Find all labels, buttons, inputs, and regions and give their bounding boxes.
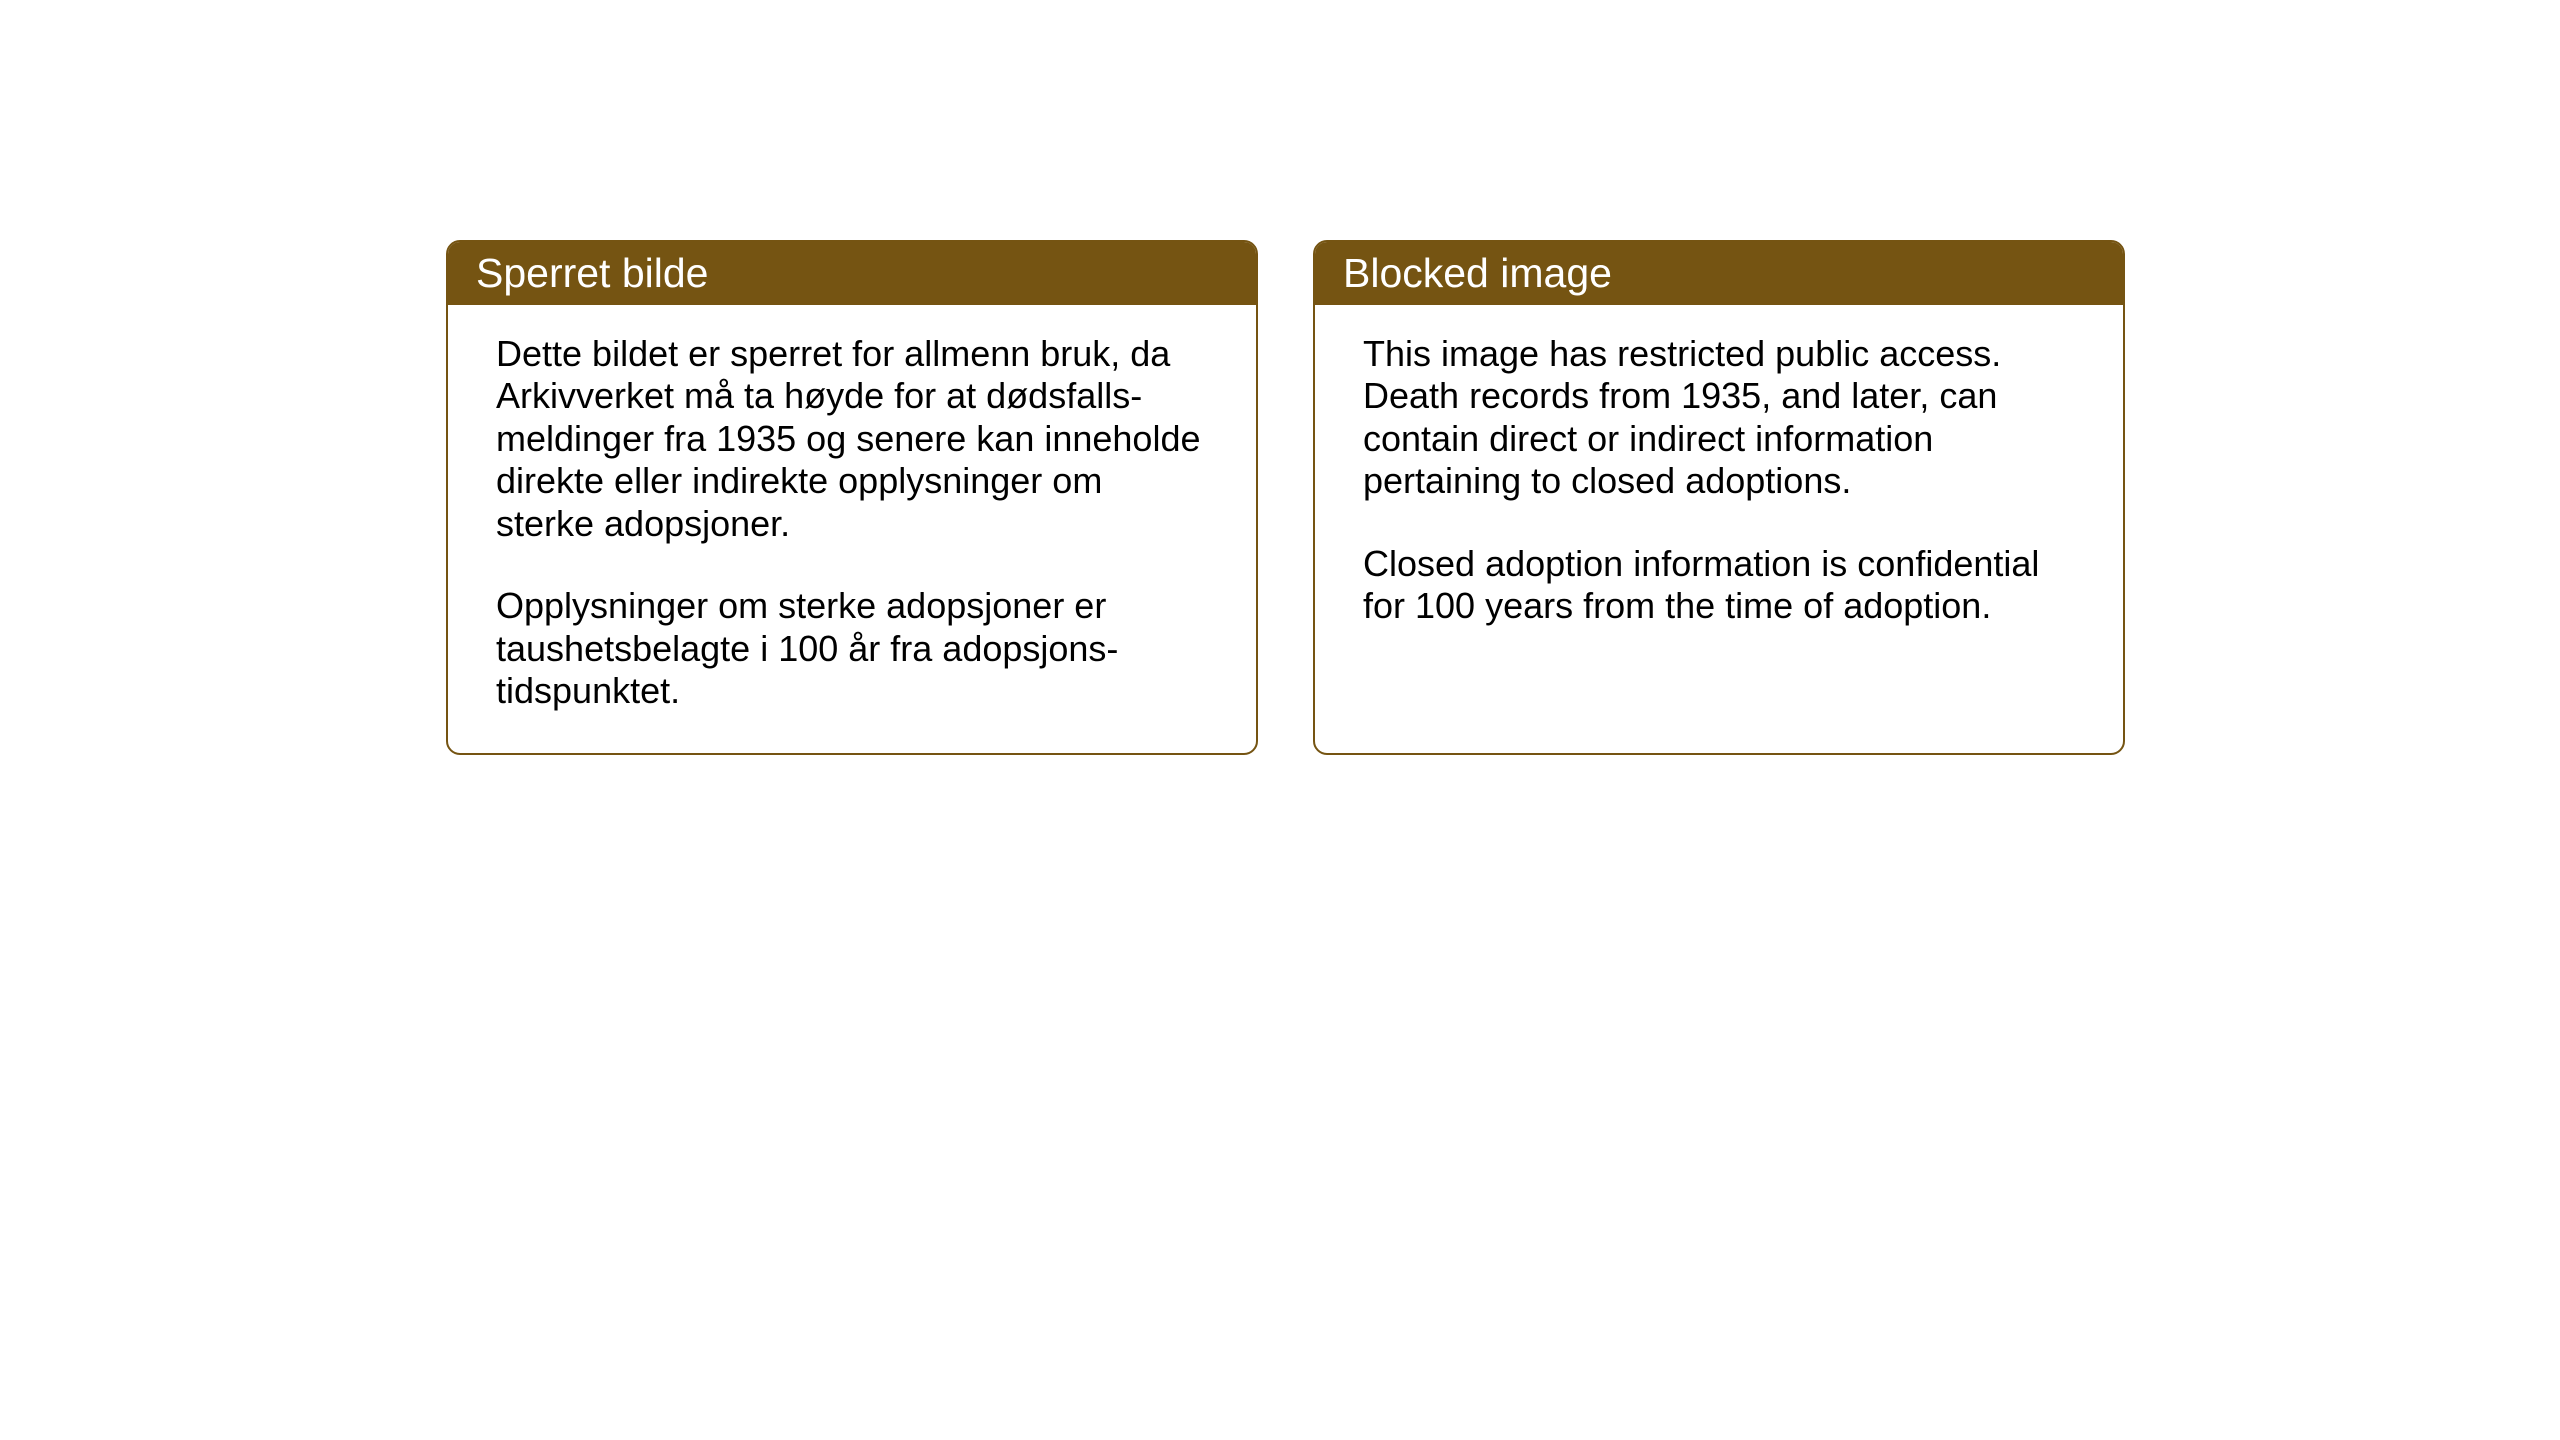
english-paragraph-2: Closed adoption information is confident… [1363, 543, 2075, 628]
english-card-title: Blocked image [1315, 242, 2123, 305]
norwegian-paragraph-2: Opplysninger om sterke adopsjoner er tau… [496, 585, 1208, 712]
notice-container: Sperret bilde Dette bildet er sperret fo… [446, 240, 2125, 755]
english-card-body: This image has restricted public access.… [1315, 305, 2123, 668]
norwegian-card-body: Dette bildet er sperret for allmenn bruk… [448, 305, 1256, 753]
english-notice-card: Blocked image This image has restricted … [1313, 240, 2125, 755]
norwegian-notice-card: Sperret bilde Dette bildet er sperret fo… [446, 240, 1258, 755]
norwegian-card-title: Sperret bilde [448, 242, 1256, 305]
norwegian-paragraph-1: Dette bildet er sperret for allmenn bruk… [496, 333, 1208, 545]
english-paragraph-1: This image has restricted public access.… [1363, 333, 2075, 503]
